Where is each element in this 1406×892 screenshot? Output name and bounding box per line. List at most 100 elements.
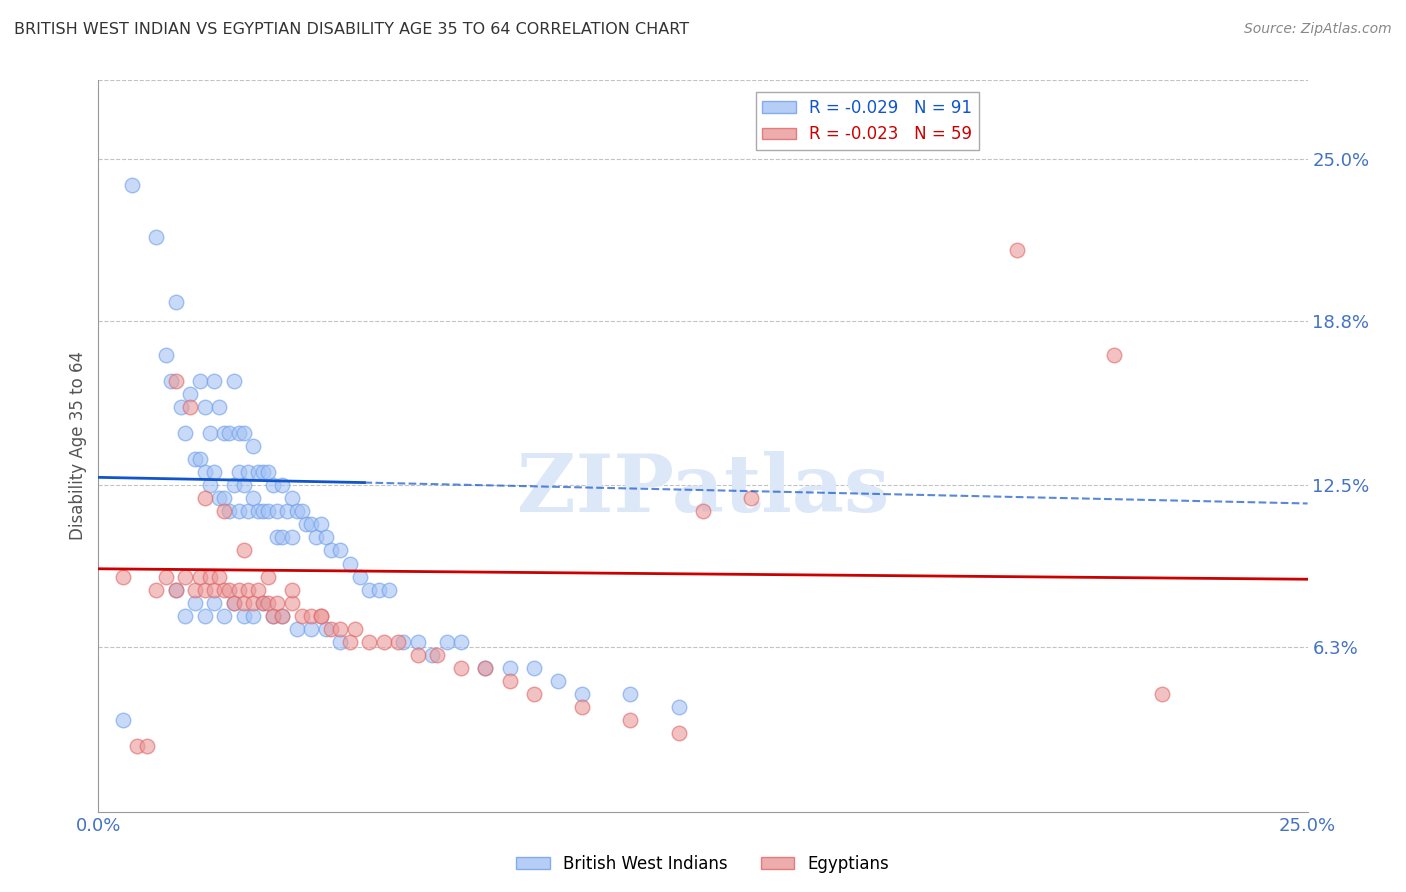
Point: [204, 582, 226, 597]
Point: [232, 543, 254, 558]
Point: [271, 608, 294, 623]
Point: [208, 491, 231, 506]
Point: [450, 635, 472, 649]
Y-axis label: Disability Age 35 to 64: Disability Age 35 to 64: [69, 351, 87, 541]
Point: [174, 608, 197, 623]
Point: [218, 504, 240, 518]
Point: [232, 596, 254, 610]
Point: [299, 622, 322, 636]
Point: [184, 596, 207, 610]
Point: [204, 374, 226, 388]
Point: [309, 608, 332, 623]
Point: [692, 504, 714, 518]
Point: [377, 582, 399, 597]
Point: [339, 635, 361, 649]
Point: [188, 374, 211, 388]
Point: [281, 530, 304, 544]
Point: [1152, 687, 1174, 701]
Point: [305, 530, 328, 544]
Point: [295, 517, 318, 532]
Point: [160, 374, 183, 388]
Point: [184, 582, 207, 597]
Point: [232, 608, 254, 623]
Point: [319, 543, 342, 558]
Point: [299, 517, 322, 532]
Point: [256, 465, 278, 479]
Point: [208, 400, 231, 414]
Point: [271, 608, 294, 623]
Point: [276, 504, 298, 518]
Point: [228, 465, 250, 479]
Point: [218, 582, 240, 597]
Point: [238, 465, 260, 479]
Point: [290, 504, 312, 518]
Point: [145, 582, 167, 597]
Point: [420, 648, 443, 662]
Point: [111, 714, 134, 728]
Point: [165, 295, 187, 310]
Point: [262, 608, 284, 623]
Text: BRITISH WEST INDIAN VS EGYPTIAN DISABILITY AGE 35 TO 64 CORRELATION CHART: BRITISH WEST INDIAN VS EGYPTIAN DISABILI…: [14, 22, 689, 37]
Point: [135, 739, 157, 754]
Point: [174, 569, 197, 583]
Point: [474, 661, 496, 675]
Point: [145, 230, 167, 244]
Point: [222, 596, 245, 610]
Point: [208, 569, 231, 583]
Point: [188, 452, 211, 467]
Point: [619, 714, 641, 728]
Point: [198, 569, 221, 583]
Point: [194, 465, 217, 479]
Point: [319, 622, 342, 636]
Point: [247, 582, 270, 597]
Point: [222, 478, 245, 492]
Point: [262, 478, 284, 492]
Point: [204, 465, 226, 479]
Point: [329, 635, 352, 649]
Point: [523, 687, 546, 701]
Point: [222, 596, 245, 610]
Point: [309, 517, 332, 532]
Point: [571, 700, 593, 714]
Point: [474, 661, 496, 675]
Point: [368, 582, 391, 597]
Point: [232, 425, 254, 440]
Point: [165, 582, 187, 597]
Text: ZIPatlas: ZIPatlas: [517, 450, 889, 529]
Point: [315, 530, 337, 544]
Point: [299, 608, 322, 623]
Point: [242, 608, 264, 623]
Point: [212, 504, 235, 518]
Point: [285, 622, 308, 636]
Point: [232, 478, 254, 492]
Point: [218, 425, 240, 440]
Point: [266, 530, 288, 544]
Point: [668, 726, 690, 740]
Point: [252, 465, 274, 479]
Point: [194, 400, 217, 414]
Point: [188, 569, 211, 583]
Point: [228, 582, 250, 597]
Point: [127, 739, 149, 754]
Point: [194, 608, 217, 623]
Point: [204, 596, 226, 610]
Point: [212, 582, 235, 597]
Point: [247, 465, 270, 479]
Point: [329, 622, 352, 636]
Point: [242, 596, 264, 610]
Point: [256, 504, 278, 518]
Point: [339, 557, 361, 571]
Point: [523, 661, 546, 675]
Point: [359, 635, 381, 649]
Point: [228, 504, 250, 518]
Point: [256, 596, 278, 610]
Point: [198, 425, 221, 440]
Point: [262, 608, 284, 623]
Point: [392, 635, 415, 649]
Point: [179, 400, 201, 414]
Point: [256, 569, 278, 583]
Text: Source: ZipAtlas.com: Source: ZipAtlas.com: [1244, 22, 1392, 37]
Point: [121, 178, 143, 192]
Point: [329, 543, 352, 558]
Point: [373, 635, 395, 649]
